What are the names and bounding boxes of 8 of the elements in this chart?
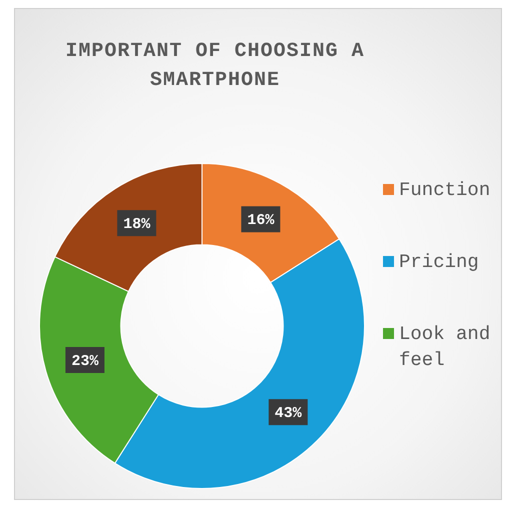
legend-label: Look and feel (399, 322, 492, 373)
data-label: 18% (123, 216, 152, 233)
data-label: 16% (247, 212, 276, 229)
data-label: 43% (274, 404, 303, 422)
legend-label: Function (399, 178, 492, 203)
chart-title: IMPORTANT OF CHOOSING A SMARTPHONE (64, 39, 366, 94)
data-label: 23% (71, 352, 100, 370)
legend-label: Pricing (399, 250, 480, 275)
